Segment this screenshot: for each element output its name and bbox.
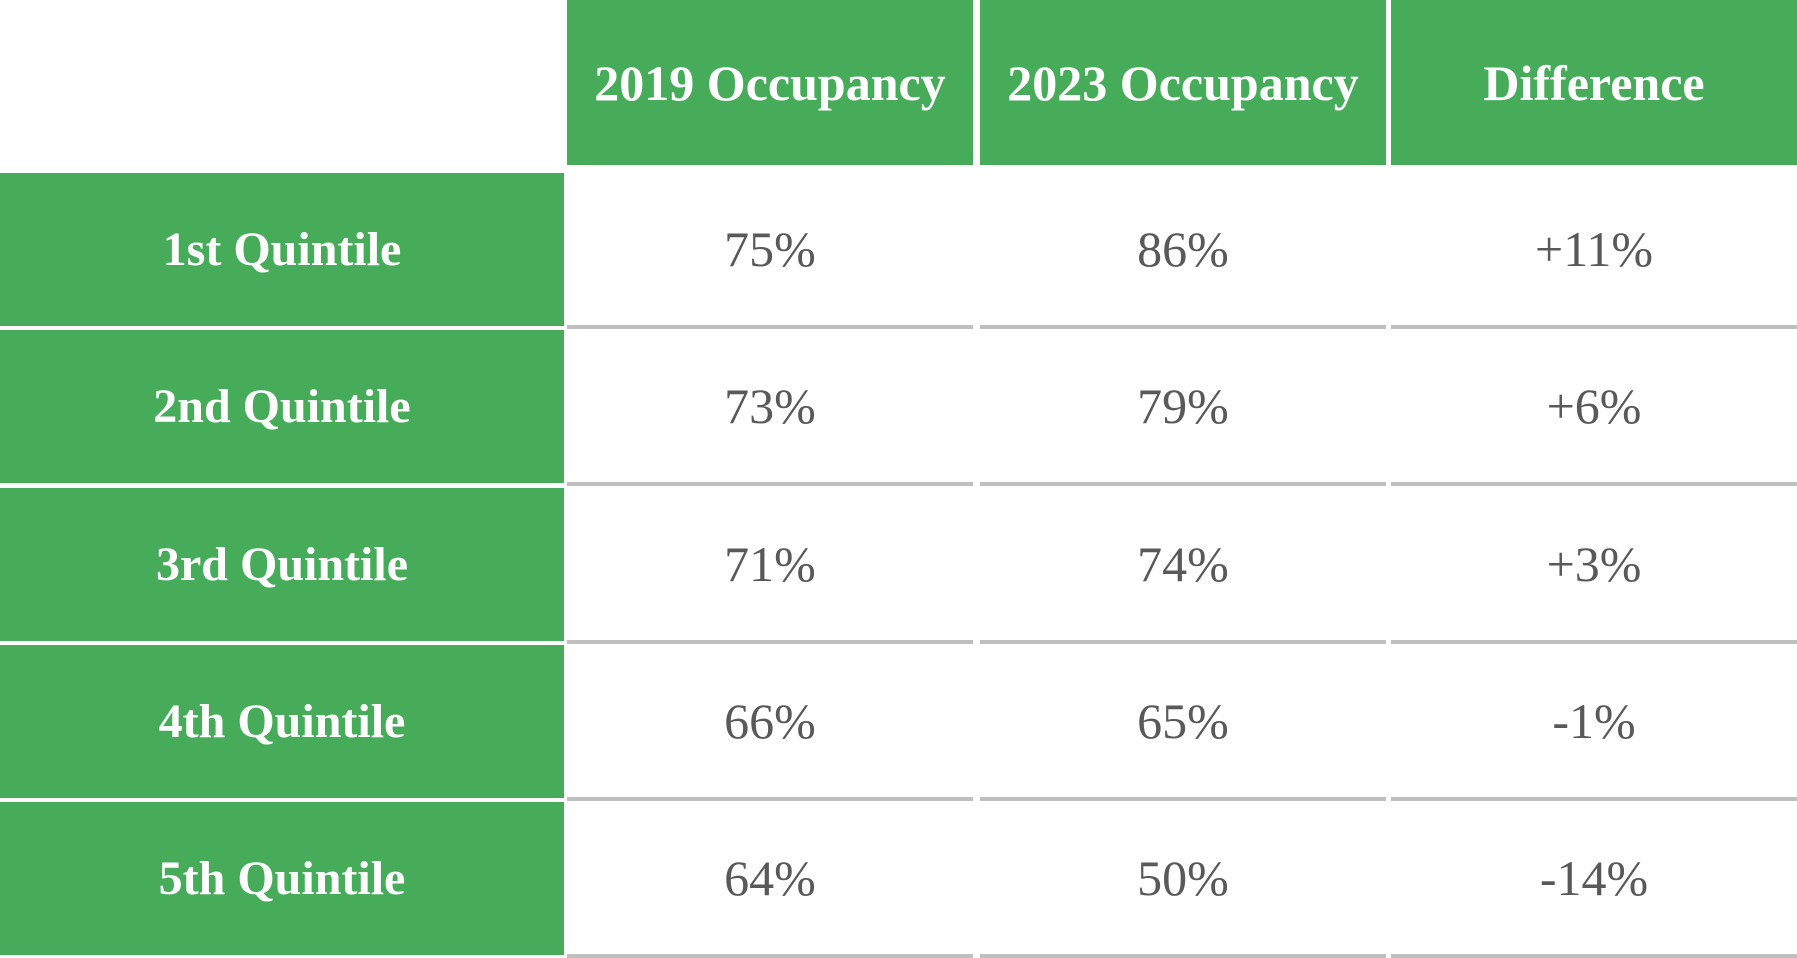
value-cell: 86% <box>980 173 1386 329</box>
row-header: 5th Quintile <box>0 802 564 956</box>
value-cell: +3% <box>1391 487 1797 644</box>
value-cell: 65% <box>980 644 1386 801</box>
row-header: 4th Quintile <box>0 644 564 798</box>
value-cell: -1% <box>1391 644 1797 801</box>
value-cell: +11% <box>1391 173 1797 329</box>
value-cell: 50% <box>980 802 1386 958</box>
column-header: Difference <box>1391 0 1797 165</box>
column-header: 2023 Occupancy <box>980 0 1386 165</box>
row-header: 3rd Quintile <box>0 487 564 641</box>
value-cell: -14% <box>1391 802 1797 958</box>
value-cell: 66% <box>567 644 973 801</box>
value-cell: 64% <box>567 802 973 958</box>
row-header: 1st Quintile <box>0 173 564 326</box>
value-cell: 73% <box>567 330 973 487</box>
column-header: 2019 Occupancy <box>567 0 973 165</box>
value-cell: 71% <box>567 487 973 644</box>
value-cell: +6% <box>1391 330 1797 487</box>
value-cell: 75% <box>567 173 973 329</box>
value-cell: 74% <box>980 487 1386 644</box>
value-cell: 79% <box>980 330 1386 487</box>
row-header: 2nd Quintile <box>0 330 564 484</box>
